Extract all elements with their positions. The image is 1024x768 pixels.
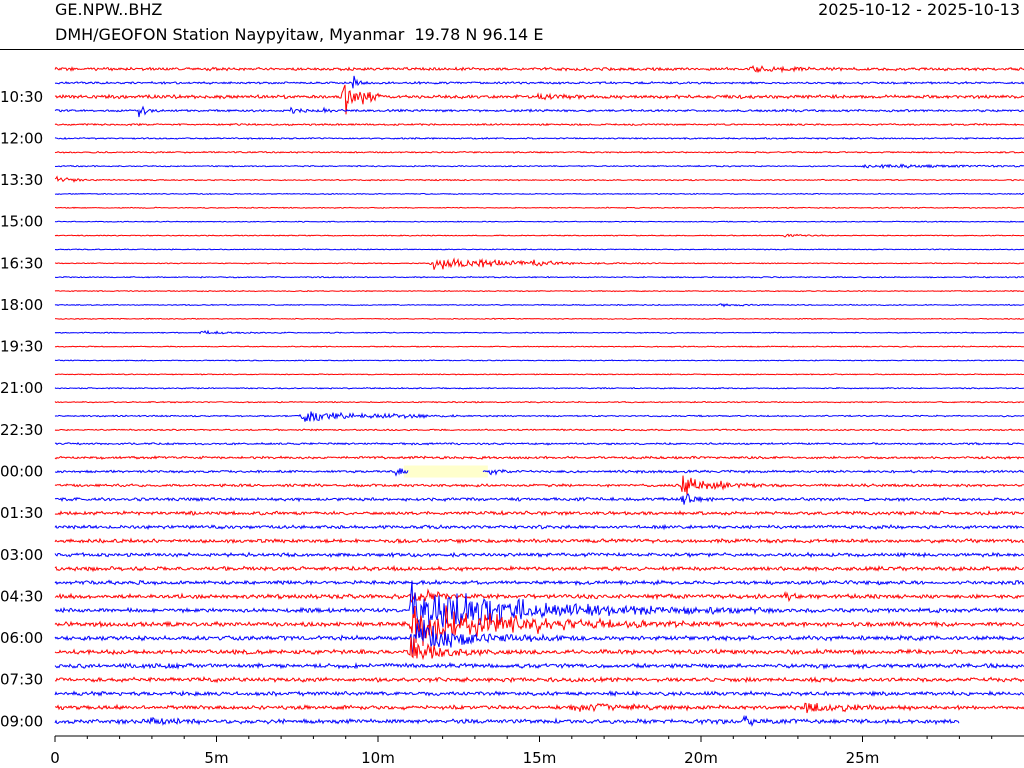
time-label: 15:00 [0, 213, 43, 231]
trace-row-42 [54, 636, 1024, 661]
trace-row-30 [54, 475, 1024, 495]
trace-row-41 [54, 619, 1024, 655]
time-label: 22:30 [0, 421, 43, 439]
trace-row-1 [54, 75, 1024, 89]
time-label: 16:30 [0, 254, 43, 272]
trace-row-26 [54, 428, 1024, 432]
trace-row-47 [54, 714, 960, 727]
trace-row-40 [54, 605, 1024, 647]
trace-row-22 [54, 373, 1024, 376]
time-label: 21:00 [0, 379, 43, 397]
x-tick-label: 20m [684, 749, 718, 767]
trace-row-20 [54, 345, 1024, 348]
time-label: 06:00 [0, 629, 43, 647]
time-label: 13:30 [0, 171, 43, 189]
time-label: 04:30 [0, 587, 43, 605]
x-axis: 0 5m 10m 15m 20m 25m [50, 735, 1024, 767]
time-labels: 10:30 12:00 13:30 15:00 16:30 18:00 19:30 21:00… [0, 88, 43, 731]
trace-row-7 [54, 163, 1024, 170]
trace-row-9 [54, 192, 1024, 196]
trace-row-32 [54, 509, 1024, 517]
trace-row-28 [54, 455, 1024, 460]
x-tick-label: 10m [361, 749, 395, 767]
station-code: GE.NPW..BHZ [55, 0, 163, 19]
trace-row-29 [54, 468, 1024, 477]
time-label: 12:00 [0, 129, 43, 147]
trace-row-18 [54, 317, 1024, 321]
trace-row-15 [54, 275, 1024, 279]
trace-row-46 [55, 702, 1024, 714]
time-label: 00:00 [0, 463, 43, 481]
x-tick-label: 5m [204, 749, 228, 767]
trace-row-31 [54, 493, 1024, 505]
trace-row-45 [54, 690, 1024, 697]
x-tick-label: 0 [50, 749, 60, 767]
time-label: 19:30 [0, 338, 43, 356]
station-description: DMH/GEOFON Station Naypyitaw, Myanmar 19… [55, 25, 544, 44]
time-label: 01:30 [0, 504, 43, 522]
time-label: 07:30 [0, 671, 43, 689]
trace-row-25 [54, 411, 1024, 422]
trace-row-34 [54, 537, 1024, 545]
trace-row-24 [54, 400, 1024, 404]
trace-row-2 [54, 84, 1024, 115]
trace-row-6 [54, 150, 1024, 154]
trace-row-37 [54, 579, 1024, 587]
trace-row-0 [54, 64, 1024, 74]
trace-row-17 [54, 303, 1024, 308]
time-label: 09:00 [0, 712, 43, 730]
trace-row-27 [54, 441, 1024, 446]
time-label: 18:00 [0, 296, 43, 314]
trace-row-10 [54, 206, 1024, 209]
trace-row-23 [54, 386, 1024, 390]
trace-row-39 [54, 580, 1024, 638]
trace-row-14 [54, 257, 1024, 270]
time-label: 10:30 [0, 88, 43, 106]
date-range: 2025-10-12 - 2025-10-13 [818, 0, 1020, 19]
trace-row-11 [54, 220, 1024, 223]
header-divider [0, 49, 1024, 50]
trace-row-13 [54, 248, 1024, 251]
trace-row-35 [54, 551, 1024, 559]
trace-row-8 [54, 175, 1024, 183]
x-tick-label: 25m [846, 749, 880, 767]
trace-row-16 [54, 289, 1024, 293]
x-tick-label: 15m [523, 749, 557, 767]
trace-row-12 [54, 233, 1024, 238]
trace-row-38 [54, 588, 1024, 604]
trace-group [54, 64, 1024, 727]
trace-row-3 [54, 105, 1024, 118]
trace-row-19 [54, 329, 1024, 335]
time-label: 03:00 [0, 546, 43, 564]
trace-row-5 [54, 136, 1024, 140]
trace-row-21 [54, 359, 1024, 362]
trace-row-33 [54, 523, 1024, 531]
trace-row-43 [54, 661, 1024, 670]
trace-row-44 [54, 675, 1024, 684]
data-gap [403, 465, 488, 478]
trace-row-4 [54, 122, 1024, 127]
trace-row-36 [54, 564, 1024, 573]
